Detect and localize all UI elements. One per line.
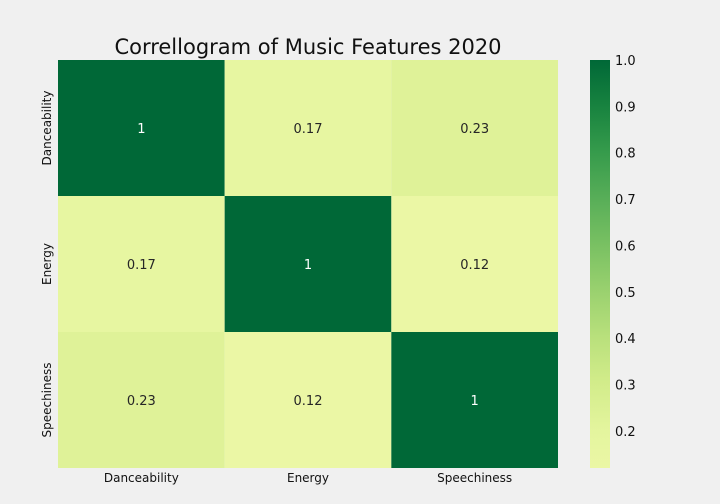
heatmap-cell bbox=[224, 332, 392, 468]
colorbar-tick-label: 0.3 bbox=[615, 379, 636, 394]
colorbar-tick-label: 0.5 bbox=[615, 286, 636, 301]
chart-title: Correllogram of Music Features 2020 bbox=[114, 35, 501, 59]
heatmap-cell bbox=[58, 196, 225, 332]
cell-value-label: 1 bbox=[304, 258, 312, 273]
colorbar-tick-label: 0.2 bbox=[615, 425, 636, 440]
heatmap-cell bbox=[224, 60, 392, 196]
cell-value-label: 0.23 bbox=[127, 394, 156, 409]
x-tick-label: Speechiness bbox=[437, 471, 512, 485]
colorbar-tick-label: 0.4 bbox=[615, 332, 636, 347]
colorbar bbox=[590, 60, 610, 468]
heatmap-cell bbox=[58, 60, 225, 196]
x-tick-label: Energy bbox=[287, 471, 329, 485]
y-tick-label: Speechiness bbox=[40, 362, 54, 437]
cell-value-label: 1 bbox=[471, 394, 479, 409]
heatmap-cell bbox=[391, 60, 558, 196]
heatmap-cell bbox=[391, 196, 558, 332]
colorbar-tick-label: 0.7 bbox=[615, 193, 636, 208]
cell-value-label: 0.12 bbox=[460, 258, 489, 273]
y-tick-label: Danceability bbox=[40, 91, 54, 166]
cell-value-label: 0.23 bbox=[460, 122, 489, 137]
heatmap-cell bbox=[224, 196, 392, 332]
cell-value-label: 0.17 bbox=[127, 258, 156, 273]
heatmap-cell-labels: 1 0.17 0.23 0.17 1 0.12 0.23 0.12 1 bbox=[127, 122, 489, 409]
colorbar-tick-label: 0.8 bbox=[615, 147, 636, 162]
cell-value-label: 0.12 bbox=[294, 394, 323, 409]
heatmap-cell bbox=[58, 332, 225, 468]
colorbar-tick-label: 1.0 bbox=[615, 54, 636, 69]
heatmap-cells bbox=[58, 60, 558, 468]
x-axis-tick-labels: Danceability Energy Speechiness bbox=[104, 471, 512, 485]
x-tick-label: Danceability bbox=[104, 471, 179, 485]
colorbar-tick-label: 0.9 bbox=[615, 100, 636, 115]
y-axis-tick-labels: Danceability Energy Speechiness bbox=[40, 91, 54, 438]
colorbar-tick-labels: 0.2 0.3 0.4 0.5 0.6 0.7 0.8 0.9 1.0 bbox=[615, 54, 636, 440]
cell-value-label: 0.17 bbox=[294, 122, 323, 137]
heatmap-cell bbox=[391, 332, 558, 468]
y-tick-label: Energy bbox=[40, 243, 54, 285]
colorbar-tick-label: 0.6 bbox=[615, 239, 636, 254]
cell-value-label: 1 bbox=[137, 122, 145, 137]
